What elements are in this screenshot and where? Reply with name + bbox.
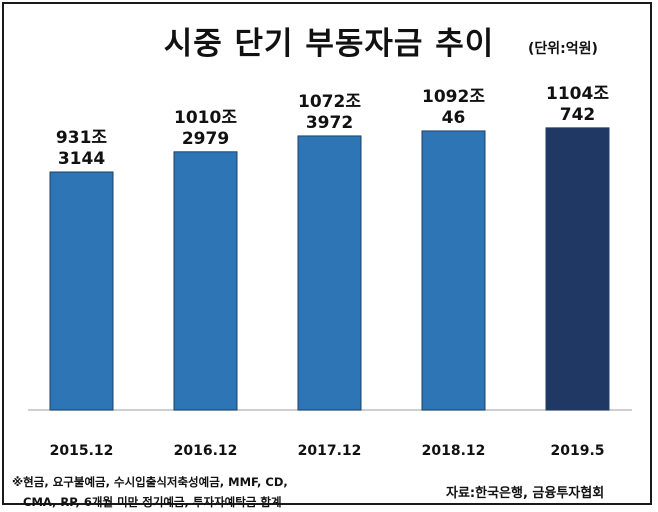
- bar-2015.12: [49, 171, 114, 411]
- bar-2016.12: [173, 151, 238, 411]
- bar-2019.5: [545, 127, 610, 411]
- bar-2017.12: [297, 135, 362, 411]
- data-label-line1: 931조: [56, 128, 107, 148]
- data-label-line1: 1104조: [546, 84, 609, 104]
- data-label-line2: 3972: [306, 113, 353, 133]
- footnote-line-2: CMA, RP, 6개월 미만 정기예금, 투자자예탁금 합계: [23, 495, 282, 509]
- data-label-line1: 1092조: [422, 87, 485, 107]
- data-label-line1: 1072조: [298, 92, 361, 112]
- footnote: ※현금, 요구불예금, 수시입출식저축성예금, MMF, CD, CMA, RP…: [12, 472, 288, 512]
- footnote-line-1: ※현금, 요구불예금, 수시입출식저축성예금, MMF, CD,: [12, 475, 288, 489]
- x-tick-label: 2016.12: [174, 443, 238, 459]
- chart-frame: [2, 2, 652, 505]
- x-tick-label: 2018.12: [422, 443, 486, 459]
- bar-2018.12: [421, 130, 486, 411]
- data-label-line2: 2979: [182, 129, 229, 149]
- x-tick-label: 2017.12: [298, 443, 362, 459]
- x-tick-label: 2015.12: [50, 443, 114, 459]
- chart-title: 시중 단기 부동자금 추이: [163, 26, 495, 62]
- source-label: 자료:한국은행, 금융투자협회: [446, 486, 605, 501]
- unit-label: (단위:억원): [528, 41, 598, 57]
- data-label-line2: 46: [442, 108, 466, 128]
- data-label-line2: 3144: [58, 149, 105, 169]
- x-tick-label: 2019.5: [550, 443, 604, 459]
- data-label-line1: 1010조: [174, 108, 237, 128]
- data-label-line2: 742: [560, 105, 596, 125]
